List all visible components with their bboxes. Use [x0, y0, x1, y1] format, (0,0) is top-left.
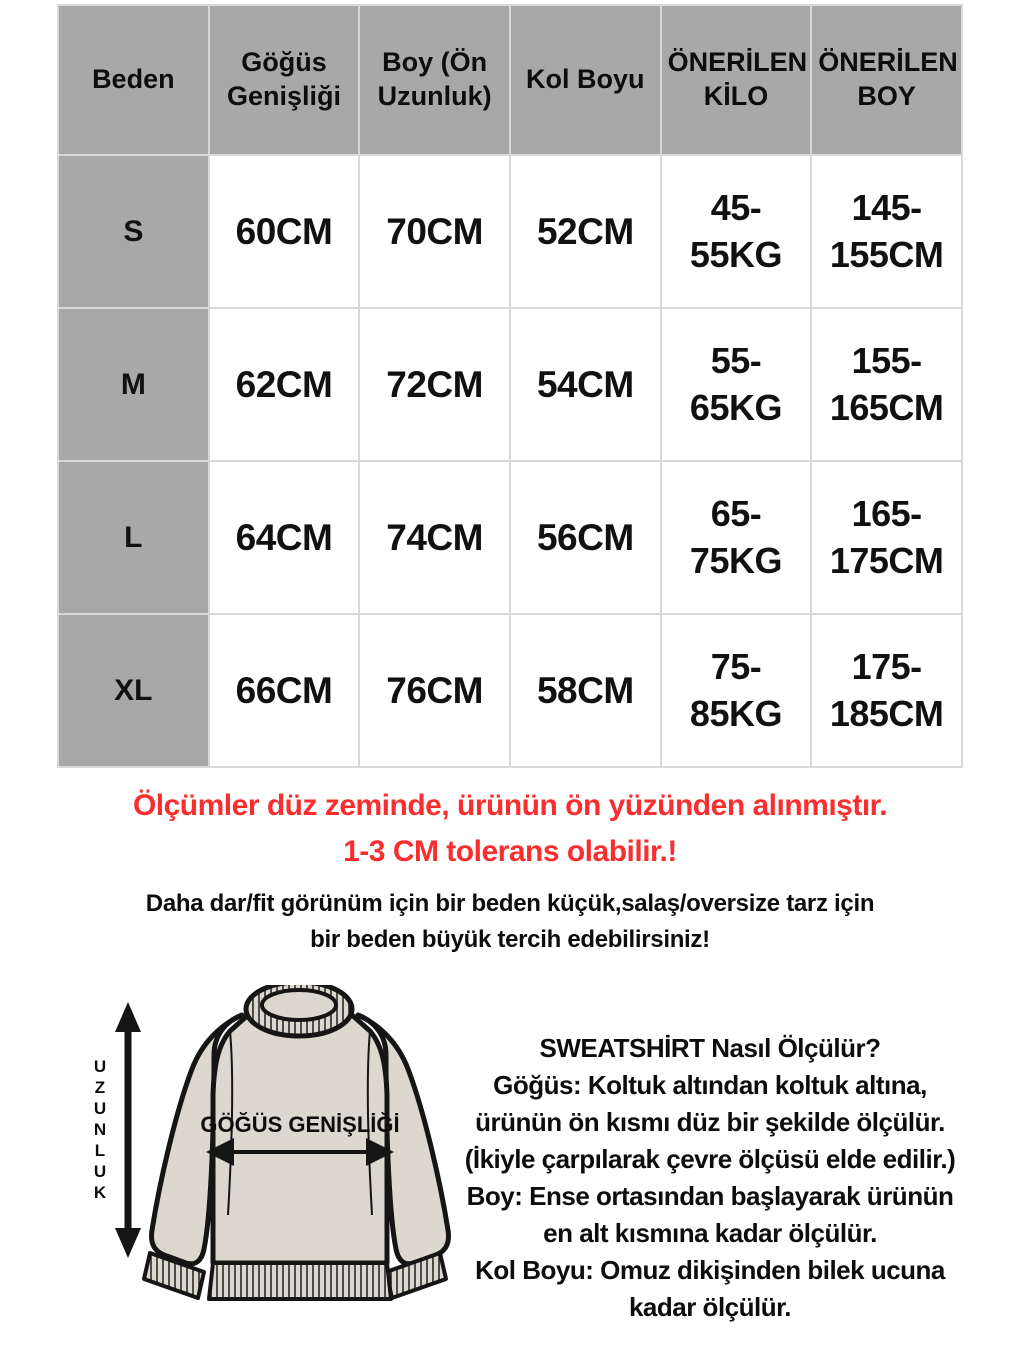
weight-range: 45- 55KG: [659, 154, 813, 309]
height-range: 175- 185CM: [810, 613, 963, 768]
table-row-m: M 62CM 72CM 54CM 55- 65KG 155- 165CM: [57, 307, 963, 462]
weight-range: 55- 65KG: [659, 307, 813, 462]
length-value: 70CM: [358, 154, 511, 309]
table-row-xl: XL 66CM 76CM 58CM 75- 85KG 175- 185CM: [57, 613, 963, 768]
fit-note: Daha dar/fit görünüm için bir beden küçü…: [145, 890, 875, 953]
weight-range: 65- 75KG: [659, 460, 813, 615]
header-row: Beden Göğüs Genişliği Boy (Ön Uzunluk) K…: [57, 4, 963, 156]
col-header-chest: Göğüs Genişliği: [207, 4, 361, 156]
length-value: 72CM: [358, 307, 511, 462]
col-header-weight: ÖNERİLEN KİLO: [659, 4, 813, 156]
height-range: 165- 175CM: [810, 460, 963, 615]
size-table: Beden Göğüs Genişliği Boy (Ön Uzunluk) K…: [57, 4, 963, 768]
left-cuff: [142, 1251, 206, 1300]
table-row-s: S 60CM 70CM 52CM 45- 55KG 145- 155CM: [57, 154, 963, 309]
sleeve-value: 52CM: [508, 154, 662, 309]
weight-range: 75- 85KG: [659, 613, 813, 768]
length-label: UZUNLUK: [93, 1057, 107, 1202]
chest-value: 60CM: [207, 154, 361, 309]
length-arrow-icon: [115, 1002, 141, 1258]
chest-arrow-icon: [206, 1138, 394, 1166]
height-range: 145- 155CM: [810, 154, 963, 309]
chest-width-label: GÖĞÜS GENİŞLİĞİ: [200, 1112, 399, 1137]
sleeve-value: 54CM: [508, 307, 662, 462]
col-header-beden: Beden: [57, 4, 210, 156]
chest-value: 62CM: [207, 307, 361, 462]
sleeve-value: 56CM: [508, 460, 662, 615]
collar-inner: [260, 988, 338, 1022]
chest-value: 66CM: [207, 613, 361, 768]
chest-value: 64CM: [207, 460, 361, 615]
hem-band: [207, 1261, 393, 1301]
size-cell: L: [57, 460, 210, 615]
sleeve-value: 58CM: [508, 613, 662, 768]
size-cell: S: [57, 154, 210, 309]
length-value: 76CM: [358, 613, 511, 768]
col-header-sleeve: Kol Boyu: [508, 4, 662, 156]
size-cell: M: [57, 307, 210, 462]
sweatshirt-illustration: GÖĞÜS GENİŞLİĞİ: [142, 985, 451, 1301]
tolerance-note: Ölçümler düz zeminde, ürünün ön yüzünden…: [132, 789, 888, 868]
col-header-length: Boy (Ön Uzunluk): [358, 4, 511, 156]
size-cell: XL: [57, 613, 210, 768]
table-row-l: L 64CM 74CM 56CM 65- 75KG 165- 175CM: [57, 460, 963, 615]
col-header-height: ÖNERİLEN BOY: [810, 4, 963, 156]
length-value: 74CM: [358, 460, 511, 615]
height-range: 155- 165CM: [810, 307, 963, 462]
measurement-instructions: SWEATSHİRT Nasıl Ölçülür? Göğüs: Koltuk …: [464, 1033, 956, 1322]
